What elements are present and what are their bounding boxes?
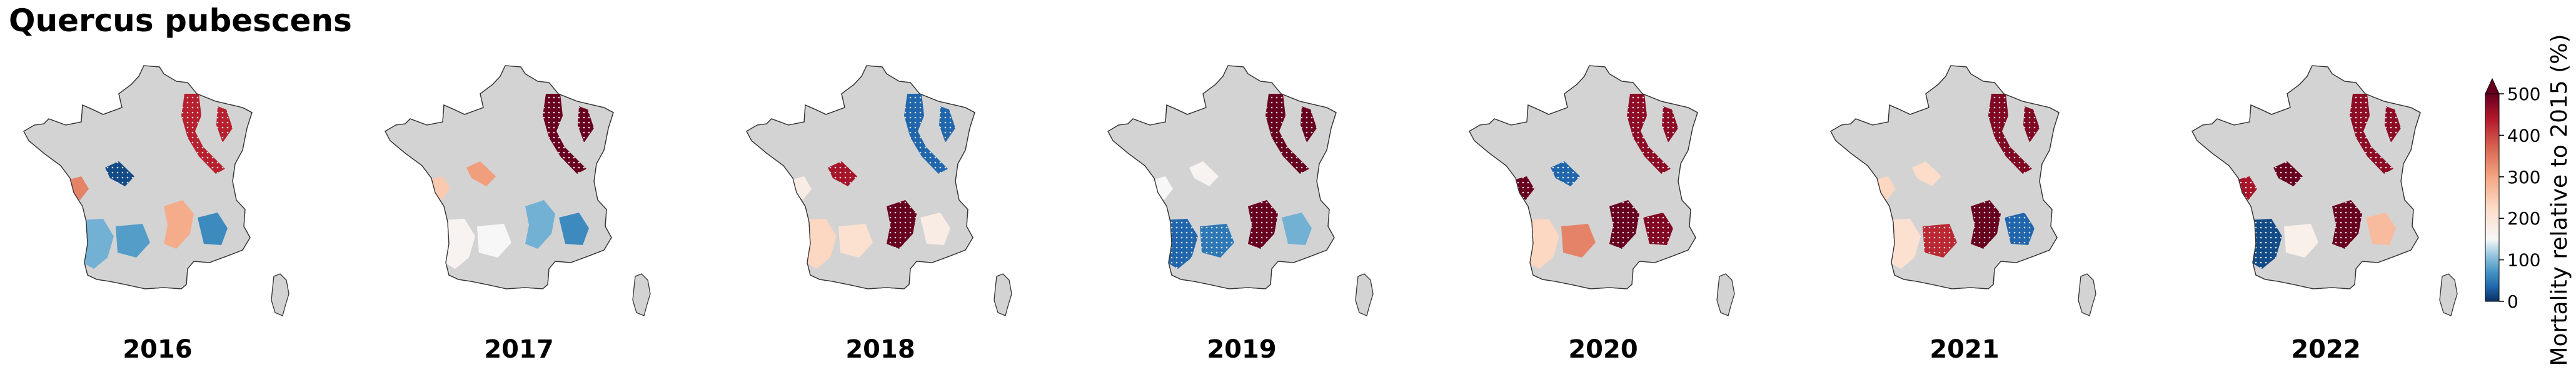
corsica-outline xyxy=(1355,273,1374,316)
corsica-outline xyxy=(1716,273,1735,316)
significance-hatch-south-east xyxy=(887,200,917,249)
year-label-2021: 2021 xyxy=(1929,335,1999,364)
significance-hatch-south xyxy=(1923,224,1957,258)
year-label-2020: 2020 xyxy=(1568,335,1638,364)
region-alps xyxy=(559,213,589,245)
significance-hatch-alps xyxy=(2005,213,2035,245)
year-label-2022: 2022 xyxy=(2291,335,2360,364)
colorbar-tick-label: 300 xyxy=(2507,167,2540,188)
map-2017 xyxy=(385,65,651,316)
region-centre xyxy=(1912,161,1941,186)
significance-hatch-north-east xyxy=(543,94,594,174)
significance-hatch-north-east xyxy=(181,94,233,174)
region-alps xyxy=(2366,213,2396,245)
significance-hatch-north-east xyxy=(1265,94,1317,174)
corsica-outline xyxy=(632,273,651,316)
region-alps xyxy=(920,213,950,245)
region-alps xyxy=(198,213,228,245)
region-south-east xyxy=(525,200,555,249)
colorbar-gradient xyxy=(2485,93,2500,302)
year-label-2017: 2017 xyxy=(484,335,553,364)
figure-title: Quercus pubescens xyxy=(9,3,352,39)
corsica-outline xyxy=(994,273,1012,316)
significance-hatch-south-east xyxy=(1609,200,1639,249)
significance-hatch-south-east xyxy=(1971,200,2001,249)
map-2019 xyxy=(1107,65,1374,316)
colorbar: 0 100 200 300 400 500 Mortality relative to 2… xyxy=(2485,34,2572,366)
significance-hatch-south-east xyxy=(2332,200,2362,249)
colorbar-tick-label: 0 xyxy=(2507,291,2518,312)
significance-hatch-centre xyxy=(1551,161,1580,186)
colorbar-tick-label: 500 xyxy=(2507,84,2540,104)
year-label-2016: 2016 xyxy=(123,335,192,364)
colorbar-tick-label: 100 xyxy=(2507,250,2540,271)
region-south xyxy=(1561,224,1596,258)
map-2022 xyxy=(2191,65,2458,316)
region-south xyxy=(116,224,150,258)
year-label-2018: 2018 xyxy=(845,335,915,364)
significance-hatch-centre xyxy=(105,161,134,186)
region-centre xyxy=(466,161,496,186)
significance-hatch-centre xyxy=(2273,161,2303,186)
colorbar-label: Mortality relative to 2015 (%) xyxy=(2547,34,2572,366)
significance-hatch-north-east xyxy=(1627,94,1678,174)
region-south xyxy=(477,224,511,258)
colorbar-tick-label: 200 xyxy=(2507,208,2540,229)
significance-hatch-north-east xyxy=(2350,94,2401,174)
significance-hatch-south-east xyxy=(1248,200,1278,249)
corsica-outline xyxy=(2078,273,2096,316)
significance-hatch-centre xyxy=(828,161,857,186)
region-south-east xyxy=(164,200,194,249)
region-centre xyxy=(1189,161,1219,186)
significance-hatch-north-east xyxy=(904,94,955,174)
colorbar-tick-label: 400 xyxy=(2507,125,2540,146)
region-south xyxy=(838,224,873,258)
map-2021 xyxy=(1830,65,2096,316)
significance-hatch-alps xyxy=(1643,213,1673,245)
corsica-outline xyxy=(2439,273,2458,316)
significance-hatch-north-east xyxy=(1988,94,2040,174)
map-2020 xyxy=(1469,65,1735,316)
significance-hatch-south xyxy=(1200,224,1234,258)
year-label-2019: 2019 xyxy=(1207,335,1276,364)
colorbar-extend-arrow xyxy=(2485,78,2500,94)
region-south xyxy=(2284,224,2318,258)
region-alps xyxy=(1282,213,1312,245)
corsica-outline xyxy=(271,273,289,316)
map-2018 xyxy=(746,65,1012,316)
map-2016 xyxy=(23,65,289,316)
